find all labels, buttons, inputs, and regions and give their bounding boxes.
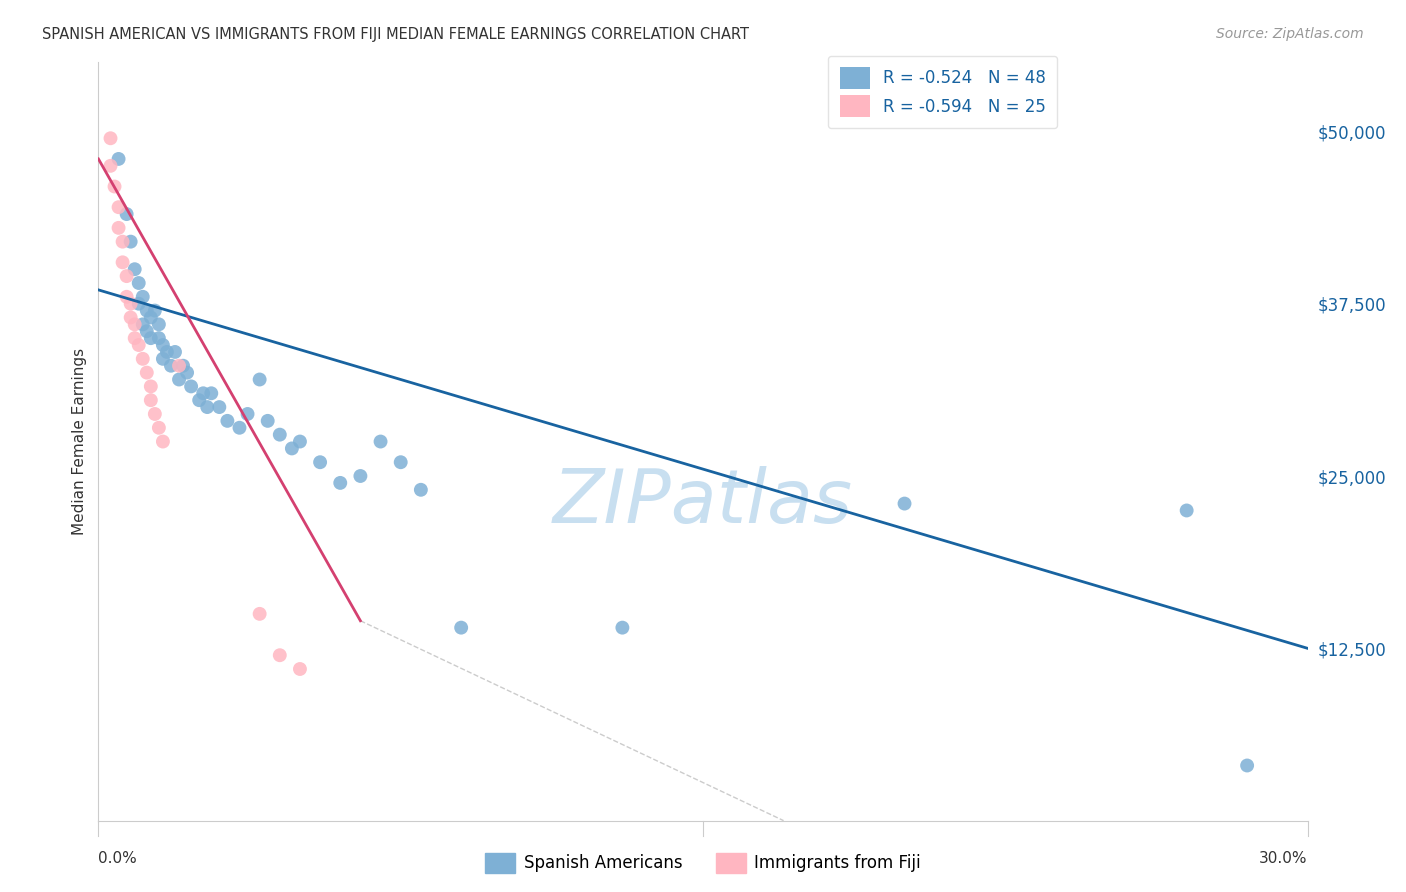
Point <box>124 331 146 345</box>
Point <box>128 338 150 352</box>
Point <box>120 310 142 325</box>
Point <box>124 318 146 332</box>
Point <box>188 393 211 408</box>
Point <box>195 400 218 414</box>
Point <box>128 296 150 310</box>
Point <box>612 621 634 635</box>
Point <box>111 255 134 269</box>
Point <box>120 235 142 249</box>
Point <box>409 483 432 497</box>
Point <box>128 276 150 290</box>
Point <box>281 442 304 456</box>
Point <box>200 386 222 401</box>
Point <box>193 386 215 401</box>
Point <box>143 303 166 318</box>
Point <box>148 331 170 345</box>
Point <box>135 324 157 338</box>
Point <box>139 331 162 345</box>
Point <box>893 497 915 511</box>
Text: ZIPatlas: ZIPatlas <box>553 467 853 538</box>
Legend: R = -0.524   N = 48, R = -0.594   N = 25: R = -0.524 N = 48, R = -0.594 N = 25 <box>828 55 1057 128</box>
Point <box>288 662 311 676</box>
Point <box>167 372 190 386</box>
Point <box>450 621 472 635</box>
Point <box>152 351 174 366</box>
Point <box>115 290 138 304</box>
Text: 0.0%: 0.0% <box>98 851 138 866</box>
Point <box>139 393 162 408</box>
Point <box>135 366 157 380</box>
Point <box>139 379 162 393</box>
Point <box>132 290 155 304</box>
Point <box>208 400 231 414</box>
Point <box>132 318 155 332</box>
Point <box>152 338 174 352</box>
Text: 30.0%: 30.0% <box>1260 851 1308 866</box>
Point <box>107 152 129 166</box>
Point <box>217 414 239 428</box>
Point <box>111 235 134 249</box>
Point <box>167 359 190 373</box>
Point <box>143 407 166 421</box>
Point <box>269 648 291 663</box>
Point <box>120 296 142 310</box>
Point <box>103 179 125 194</box>
Point <box>1175 503 1198 517</box>
Point <box>107 220 129 235</box>
Point <box>228 421 250 435</box>
Point <box>256 414 278 428</box>
Point <box>100 159 122 173</box>
Point <box>329 475 352 490</box>
Point <box>249 372 271 386</box>
Point <box>269 427 291 442</box>
Point <box>152 434 174 449</box>
Point <box>139 310 162 325</box>
Point <box>115 207 138 221</box>
Point <box>135 303 157 318</box>
Point <box>115 269 138 284</box>
Point <box>288 434 311 449</box>
Point <box>236 407 259 421</box>
Point <box>180 379 202 393</box>
Point <box>148 318 170 332</box>
Point <box>349 469 371 483</box>
Legend: Spanish Americans, Immigrants from Fiji: Spanish Americans, Immigrants from Fiji <box>478 847 928 880</box>
Point <box>370 434 392 449</box>
Point <box>309 455 332 469</box>
Point <box>107 200 129 214</box>
Point <box>172 359 194 373</box>
Point <box>148 421 170 435</box>
Point <box>163 345 186 359</box>
Point <box>389 455 412 469</box>
Text: SPANISH AMERICAN VS IMMIGRANTS FROM FIJI MEDIAN FEMALE EARNINGS CORRELATION CHAR: SPANISH AMERICAN VS IMMIGRANTS FROM FIJI… <box>42 27 749 42</box>
Point <box>176 366 198 380</box>
Point <box>156 345 179 359</box>
Point <box>160 359 183 373</box>
Point <box>100 131 122 145</box>
Point <box>124 262 146 277</box>
Point <box>249 607 271 621</box>
Point <box>132 351 155 366</box>
Y-axis label: Median Female Earnings: Median Female Earnings <box>72 348 87 535</box>
Text: Source: ZipAtlas.com: Source: ZipAtlas.com <box>1216 27 1364 41</box>
Point <box>1236 758 1258 772</box>
